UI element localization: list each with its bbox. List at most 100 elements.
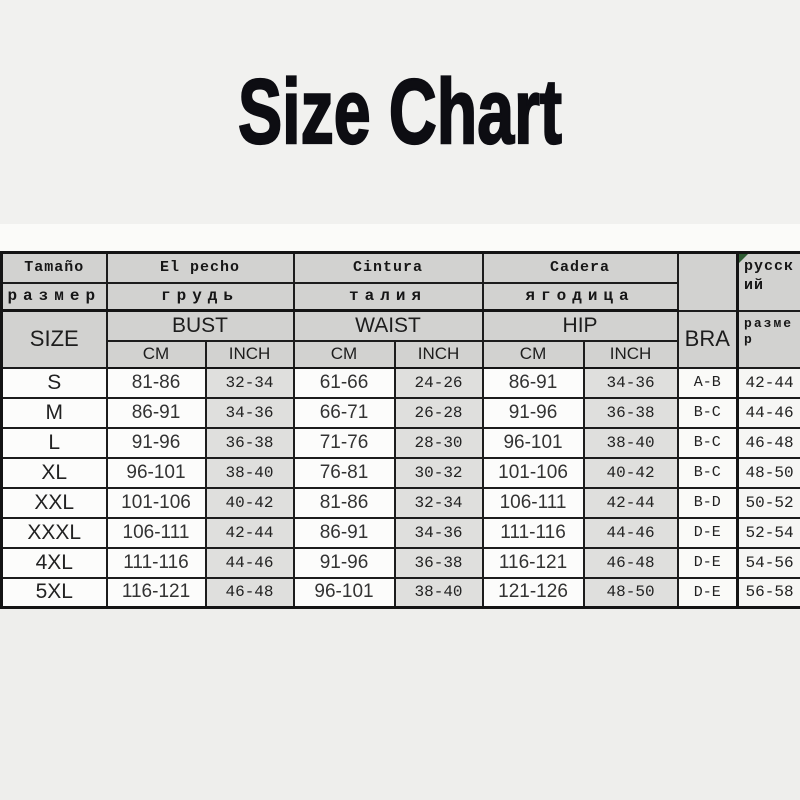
bust-inch-cell: 38-40 [204, 456, 295, 489]
hip-inch-cell: 34-36 [582, 366, 679, 399]
table-row: XXL 101-106 40-42 81-86 32-34 106-111 42… [0, 486, 800, 519]
waist-cm-cell: 61-66 [292, 366, 396, 399]
hip-cm-cell: 116-121 [481, 546, 585, 579]
bust-inch-cell: 44-46 [204, 546, 295, 579]
waist-cm-cell: 81-86 [292, 486, 396, 519]
bra-cell: B-D [676, 486, 739, 519]
page-title-text: Size Chart [237, 60, 563, 164]
size-cell: M [0, 396, 108, 429]
russian-size-cell: 48-50 [736, 456, 800, 489]
size-cell: 4XL [0, 546, 108, 579]
waist-inch-cell: 36-38 [393, 546, 484, 579]
bust-inch-cell: 36-38 [204, 426, 295, 459]
cell-corner-marker [740, 254, 749, 263]
bra-cell: B-C [676, 396, 739, 429]
bust-cm-cell: 106-111 [105, 516, 207, 549]
header-hip-spanish: Cadera [481, 251, 679, 284]
bust-inch-cell: 42-44 [204, 516, 295, 549]
table-row: S 81-86 32-34 61-66 24-26 86-91 34-36 A-… [0, 366, 800, 399]
hip-cm-cell: 91-96 [481, 396, 585, 429]
header-hip-english: HIP [481, 309, 679, 342]
bra-cell: A-B [676, 366, 739, 399]
bust-cm-cell: 116-121 [105, 576, 207, 609]
header-russian-size-label-2: размер [736, 309, 800, 369]
size-cell: 5XL [0, 576, 108, 609]
bust-inch-cell: 46-48 [204, 576, 295, 609]
bra-cell: B-C [676, 456, 739, 489]
hip-inch-cell: 44-46 [582, 516, 679, 549]
bust-inch-cell: 40-42 [204, 486, 295, 519]
header-hip-russian: ягодица [481, 281, 679, 312]
table-row: L 91-96 36-38 71-76 28-30 96-101 38-40 B… [0, 426, 800, 459]
header-row-russian: размер грудь талия ягодица [0, 281, 800, 312]
title-background-band [0, 0, 800, 224]
table-row: 5XL 116-121 46-48 96-101 38-40 121-126 4… [0, 576, 800, 609]
russian-size-cell: 56-58 [736, 576, 800, 609]
size-cell: S [0, 366, 108, 399]
header-row-english: SIZE BUST WAIST HIP BRA размер [0, 309, 800, 369]
bra-cell: D-E [676, 576, 739, 609]
header-row-units: CM INCH CM INCH CM INCH [2, 339, 800, 369]
russian-size-cell: 52-54 [736, 516, 800, 549]
header-bust-russian: грудь [105, 281, 295, 312]
waist-inch-cell: 34-36 [393, 516, 484, 549]
table-row: M 86-91 34-36 66-71 26-28 91-96 36-38 B-… [0, 396, 800, 429]
size-cell: XXXL [0, 516, 108, 549]
header-waist-inch: INCH [393, 339, 484, 369]
waist-inch-cell: 30-32 [393, 456, 484, 489]
bra-cell: D-E [676, 516, 739, 549]
waist-inch-cell: 38-40 [393, 576, 484, 609]
waist-inch-cell: 24-26 [393, 366, 484, 399]
header-bra: BRA [676, 309, 739, 369]
header-row-spanish: Tamaño El pecho Cintura Cadera русский [0, 251, 800, 312]
table-header: Tamaño El pecho Cintura Cadera русский р… [0, 251, 800, 369]
waist-inch-cell: 32-34 [393, 486, 484, 519]
bust-cm-cell: 86-91 [105, 396, 207, 429]
hip-inch-cell: 38-40 [582, 426, 679, 459]
russian-size-cell: 46-48 [736, 426, 800, 459]
russian-size-cell: 54-56 [736, 546, 800, 579]
size-cell: XL [0, 456, 108, 489]
hip-cm-cell: 101-106 [481, 456, 585, 489]
header-bust-inch: INCH [204, 339, 295, 369]
waist-cm-cell: 86-91 [292, 516, 396, 549]
bust-cm-cell: 81-86 [105, 366, 207, 399]
table-row: XL 96-101 38-40 76-81 30-32 101-106 40-4… [0, 456, 800, 489]
header-waist-spanish: Cintura [292, 251, 484, 284]
table-row: 4XL 111-116 44-46 91-96 36-38 116-121 46… [0, 546, 800, 579]
light-background-band [0, 224, 800, 251]
waist-inch-cell: 26-28 [393, 396, 484, 429]
hip-cm-cell: 96-101 [481, 426, 585, 459]
bust-cm-cell: 111-116 [105, 546, 207, 579]
header-russian-size-label: русский [736, 251, 800, 312]
hip-cm-cell: 111-116 [481, 516, 585, 549]
hip-cm-cell: 106-111 [481, 486, 585, 519]
header-size-spanish: Tamaño [0, 251, 108, 284]
hip-cm-cell: 121-126 [481, 576, 585, 609]
waist-inch-cell: 28-30 [393, 426, 484, 459]
hip-inch-cell: 36-38 [582, 396, 679, 429]
header-bust-english: BUST [105, 309, 295, 342]
bra-cell: D-E [676, 546, 739, 579]
size-cell: XXL [0, 486, 108, 519]
waist-cm-cell: 96-101 [292, 576, 396, 609]
hip-inch-cell: 40-42 [582, 456, 679, 489]
russian-size-cell: 50-52 [736, 486, 800, 519]
bust-cm-cell: 91-96 [105, 426, 207, 459]
bust-cm-cell: 96-101 [105, 456, 207, 489]
page-title: Size Chart [0, 60, 800, 164]
waist-cm-cell: 76-81 [292, 456, 396, 489]
bust-inch-cell: 32-34 [204, 366, 295, 399]
header-waist-english: WAIST [292, 309, 484, 342]
bra-cell: B-C [676, 426, 739, 459]
header-size-russian: размер [0, 281, 108, 312]
bust-inch-cell: 34-36 [204, 396, 295, 429]
hip-cm-cell: 86-91 [481, 366, 585, 399]
header-bust-cm: CM [105, 339, 207, 369]
russian-size-cell: 42-44 [736, 366, 800, 399]
size-cell: L [0, 426, 108, 459]
bust-cm-cell: 101-106 [105, 486, 207, 519]
russian-size-label-text: русский [744, 258, 795, 294]
waist-cm-cell: 66-71 [292, 396, 396, 429]
